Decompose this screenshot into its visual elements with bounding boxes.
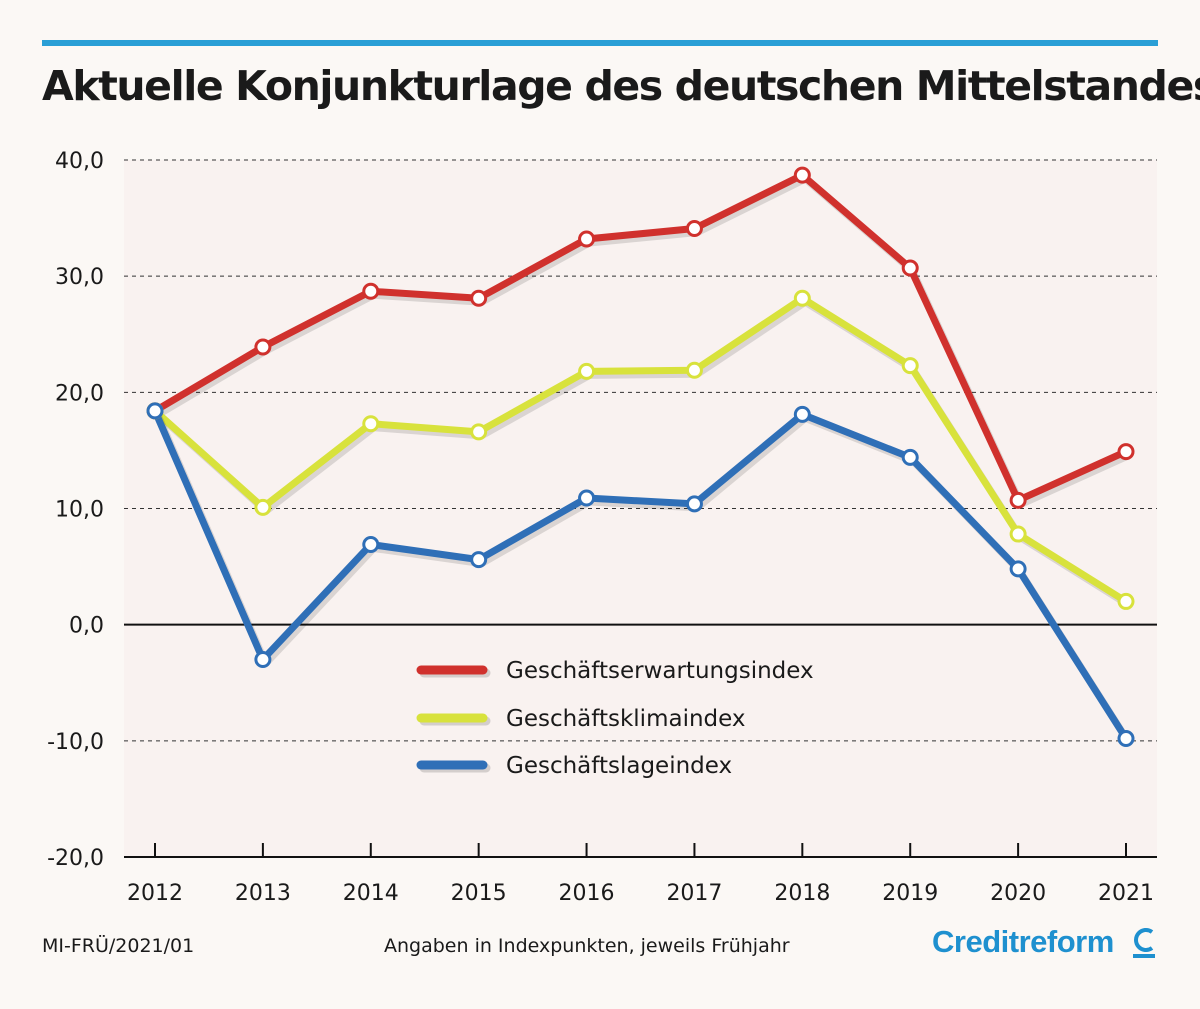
x-tick-label: 2014 bbox=[343, 881, 399, 906]
data-point bbox=[793, 166, 811, 184]
top-accent-rule bbox=[42, 40, 1158, 46]
y-tick-label: 20,0 bbox=[55, 381, 104, 406]
x-tick-label: 2013 bbox=[235, 881, 291, 906]
legend-label: Geschäftsklimaindex bbox=[506, 706, 746, 732]
data-point bbox=[1009, 560, 1027, 578]
x-tick-label: 2017 bbox=[666, 881, 722, 906]
data-point bbox=[685, 361, 703, 379]
data-point bbox=[1009, 491, 1027, 509]
y-tick-label: 30,0 bbox=[55, 265, 104, 290]
data-point bbox=[362, 415, 380, 433]
x-tick-label: 2012 bbox=[127, 881, 183, 906]
data-point bbox=[470, 551, 488, 569]
data-point bbox=[470, 289, 488, 307]
data-point bbox=[685, 495, 703, 513]
footer-code: MI-FRÜ/2021/01 bbox=[42, 935, 195, 957]
x-tick-label: 2019 bbox=[882, 881, 938, 906]
data-point bbox=[254, 338, 272, 356]
footer-note: Angaben in Indexpunkten, jeweils Frühjah… bbox=[384, 935, 790, 957]
data-point bbox=[146, 402, 164, 420]
data-point bbox=[578, 230, 596, 248]
data-point bbox=[1117, 443, 1135, 461]
data-point bbox=[1117, 730, 1135, 748]
data-point bbox=[793, 405, 811, 423]
data-point bbox=[578, 362, 596, 380]
x-tick-label: 2016 bbox=[559, 881, 615, 906]
data-point bbox=[254, 651, 272, 669]
series-line bbox=[151, 171, 1130, 504]
series-line bbox=[151, 407, 1130, 743]
series-line bbox=[151, 294, 1130, 605]
x-tick-label: 2020 bbox=[990, 881, 1046, 906]
data-point bbox=[362, 536, 380, 554]
legend-label: Geschäftserwartungsindex bbox=[506, 658, 814, 684]
y-tick-label: 10,0 bbox=[55, 498, 104, 523]
data-point bbox=[254, 498, 272, 516]
data-point bbox=[901, 357, 919, 375]
brand-logo: Creditreform bbox=[932, 924, 1114, 959]
y-tick-label: 0,0 bbox=[69, 614, 104, 639]
data-point bbox=[793, 289, 811, 307]
plot-background bbox=[124, 160, 1157, 857]
data-point bbox=[1117, 592, 1135, 610]
x-tick-label: 2015 bbox=[451, 881, 507, 906]
legend-label: Geschäftslageindex bbox=[506, 753, 732, 779]
data-point bbox=[901, 448, 919, 466]
data-point bbox=[362, 282, 380, 300]
y-tick-label: -10,0 bbox=[47, 730, 104, 755]
chart-title: Aktuelle Konjunkturlage des deutschen Mi… bbox=[42, 62, 1200, 110]
data-point bbox=[578, 489, 596, 507]
x-tick-label: 2018 bbox=[774, 881, 830, 906]
brand-c-icon bbox=[1133, 928, 1155, 958]
y-tick-label: -20,0 bbox=[47, 846, 104, 871]
data-point bbox=[1009, 525, 1027, 543]
y-tick-label: 40,0 bbox=[55, 149, 104, 174]
x-tick-label: 2021 bbox=[1098, 881, 1154, 906]
data-point bbox=[901, 259, 919, 277]
data-point bbox=[685, 220, 703, 238]
data-point bbox=[470, 423, 488, 441]
